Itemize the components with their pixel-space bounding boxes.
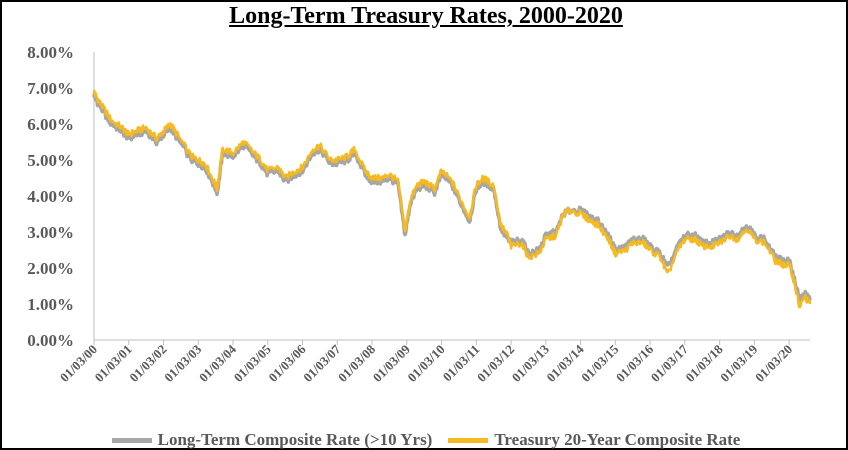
legend-item-long-term: Long-Term Composite Rate (>10 Yrs)	[111, 430, 433, 450]
y-axis: 0.00% 1.00% 2.00% 3.00% 4.00% 5.00% 6.00% 7.00%…	[27, 43, 95, 350]
series-line-long-term	[92, 92, 812, 302]
x-tick-label: 01/03/19	[717, 341, 761, 385]
y-tick-label: 3.00%	[27, 223, 74, 242]
x-tick-label: 01/03/01	[92, 342, 135, 385]
y-tick-label: 7.00%	[27, 79, 74, 98]
legend-swatch-treasury-20y	[448, 437, 489, 443]
legend: Long-Term Composite Rate (>10 Yrs) Treas…	[2, 430, 848, 450]
x-tick-label: 01/03/07	[300, 341, 344, 385]
legend-swatch-long-term	[111, 437, 152, 443]
y-tick-label: 8.00%	[27, 43, 74, 62]
x-tick-label: 01/03/16	[613, 341, 657, 385]
x-tick-label: 01/03/12	[474, 342, 517, 385]
y-tick-label: 0.00%	[27, 331, 74, 350]
chart-title: Long-Term Treasury Rates, 2000-2020	[229, 3, 623, 29]
y-tick-label: 4.00%	[27, 187, 74, 206]
series-layer	[92, 89, 812, 309]
x-tick-label: 01/03/08	[335, 341, 379, 385]
x-tick-label: 01/03/18	[682, 341, 726, 385]
x-tick-label: 01/03/10	[404, 342, 447, 385]
x-tick-label: 01/03/11	[440, 342, 483, 385]
x-axis: 01/03/0001/03/0101/03/0201/03/0301/03/04…	[57, 339, 810, 385]
x-tick-label: 01/03/15	[578, 341, 622, 385]
x-tick-label: 01/03/04	[196, 341, 240, 385]
legend-item-treasury-20y: Treasury 20-Year Composite Rate	[448, 430, 740, 450]
x-tick-label: 01/03/05	[231, 341, 275, 385]
y-tick-label: 6.00%	[27, 115, 74, 134]
x-tick-label: 01/03/03	[161, 341, 205, 385]
series-line-treasury-20y	[92, 89, 812, 309]
x-tick-label: 01/03/13	[509, 341, 553, 385]
x-tick-label: 01/03/20	[752, 342, 795, 385]
x-tick-label: 01/03/02	[126, 342, 169, 385]
y-tick-label: 1.00%	[27, 295, 74, 314]
y-tick-label: 5.00%	[27, 151, 74, 170]
x-tick-label: 01/03/14	[543, 341, 587, 385]
y-tick-label: 2.00%	[27, 259, 74, 278]
x-tick-label: 01/03/17	[648, 341, 692, 385]
legend-label-long-term: Long-Term Composite Rate (>10 Yrs)	[157, 430, 433, 449]
x-tick-label: 01/03/06	[265, 341, 309, 385]
legend-label-treasury-20y: Treasury 20-Year Composite Rate	[494, 430, 741, 449]
x-tick-label: 01/03/09	[370, 341, 414, 385]
